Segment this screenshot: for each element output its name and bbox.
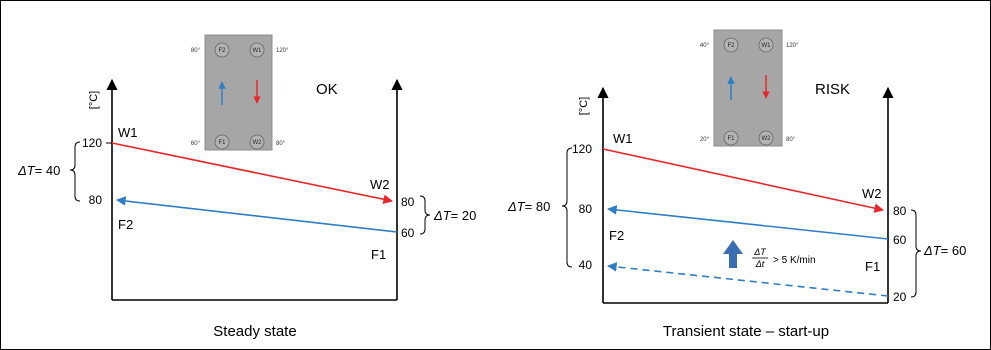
left-delta-right: ΔT= 20 [433, 208, 476, 223]
right-hx-port-label: F1 [727, 136, 735, 142]
left-series-f2: F2 [118, 217, 133, 232]
left-hot-line [111, 142, 393, 204]
right-series-f2: F2 [609, 228, 624, 243]
right-rate-num: ΔT [753, 247, 767, 257]
right-hx-port-w1 [758, 37, 774, 53]
left-ylabel-w2: 80 [401, 195, 415, 209]
left-hx-port-label: F1 [218, 140, 226, 146]
right-hx-port-w2 [758, 130, 774, 146]
left-delta-left: ΔT= 40 [17, 163, 60, 178]
right-delta-right: ΔT= 60 [923, 243, 966, 258]
right-rate-den: Δt [755, 259, 765, 269]
left-delta-left-symbol: ΔT [17, 163, 36, 178]
right-heating-arrow-icon [723, 240, 743, 268]
left-delta-right-value: = 20 [451, 208, 477, 223]
right-series-w1: W1 [613, 131, 633, 146]
right-hx-port-label: F2 [727, 43, 735, 49]
left-cold-line [116, 196, 398, 233]
right-ylabel-f1-low: 20 [893, 290, 907, 304]
left-ylabel-w1: 120 [82, 136, 102, 150]
right-delta-right-value: = 60 [941, 243, 967, 258]
left-hx-port-w1 [249, 42, 265, 58]
right-ylabel-f1: 60 [893, 233, 907, 247]
right-delta-brace-left [561, 147, 573, 268]
right-hx-port-f1 [723, 130, 739, 146]
right-delta-right-symbol: ΔT [923, 243, 942, 258]
left-delta-brace-left [69, 141, 81, 202]
right-rate-label: ΔT Δt > 5 K/min [752, 247, 816, 269]
left-hx-port-f1 [214, 134, 230, 150]
left-status-label: OK [316, 81, 338, 98]
left-hx-temp-label: 80° [276, 141, 286, 147]
right-caption: Transient state – start-up [663, 323, 829, 340]
left-hx-port-f2 [214, 42, 230, 58]
right-hot-line [602, 148, 884, 213]
left-hx-port-w2 [249, 134, 265, 150]
right-series-w2: W2 [862, 186, 882, 201]
right-ylabel-w2: 80 [893, 204, 907, 218]
left-delta-left-value: = 40 [35, 163, 61, 178]
left-hx-temp-label: 80° [191, 48, 201, 54]
left-hx-port-label: F2 [218, 48, 226, 54]
right-delta-left-value: = 80 [525, 199, 551, 214]
left-unit-label: [°C] [88, 91, 100, 109]
right-heat-exchanger: F2 W1 F1 W2 40° 120° 20° 80° [700, 29, 799, 147]
left-hx-temp-label: 120° [276, 48, 289, 54]
right-ylabel-f2: 80 [579, 202, 593, 216]
right-panel: [°C] F2 W1 F1 W2 40° 120° 20° 80° RISK [507, 29, 966, 340]
right-delta-left-symbol: ΔT [507, 199, 526, 214]
left-series-w2: W2 [370, 177, 390, 192]
left-series-w1: W1 [118, 125, 138, 140]
right-unit-label: [°C] [578, 97, 590, 115]
right-cold-line-dashed [607, 262, 889, 297]
left-delta-right-symbol: ΔT [433, 208, 452, 223]
right-hx-temp-label: 20° [700, 137, 710, 143]
right-hx-port-label: W2 [762, 136, 772, 142]
left-delta-brace-right [419, 195, 431, 235]
right-cold-line [607, 205, 889, 240]
right-status-label: RISK [815, 81, 850, 98]
right-delta-left: ΔT= 80 [507, 199, 550, 214]
left-panel: [°C] F2 W1 F1 W2 80° 120° 60° 80° OK 120… [17, 34, 476, 340]
right-series-f1: F1 [865, 259, 880, 274]
left-series-f1: F1 [371, 247, 386, 262]
left-heat-exchanger: F2 W1 F1 W2 80° 120° 60° 80° [191, 34, 289, 151]
right-hx-temp-label: 120° [786, 43, 799, 49]
right-ylabel-f2-low: 40 [579, 258, 593, 272]
left-hx-port-label: W2 [253, 140, 263, 146]
right-hx-temp-label: 40° [700, 43, 710, 49]
right-rate-text: > 5 K/min [773, 255, 816, 266]
left-caption: Steady state [213, 323, 296, 340]
right-hx-port-f2 [723, 37, 739, 53]
left-hx-port-label: W1 [253, 48, 263, 54]
left-hx-temp-label: 60° [191, 141, 201, 147]
right-hx-port-label: W1 [762, 43, 772, 49]
left-ylabel-f2: 80 [89, 193, 103, 207]
left-ylabel-f1: 60 [401, 226, 415, 240]
right-hx-temp-label: 80° [786, 137, 796, 143]
right-delta-brace-right [910, 209, 922, 298]
right-ylabel-w1: 120 [572, 142, 592, 156]
